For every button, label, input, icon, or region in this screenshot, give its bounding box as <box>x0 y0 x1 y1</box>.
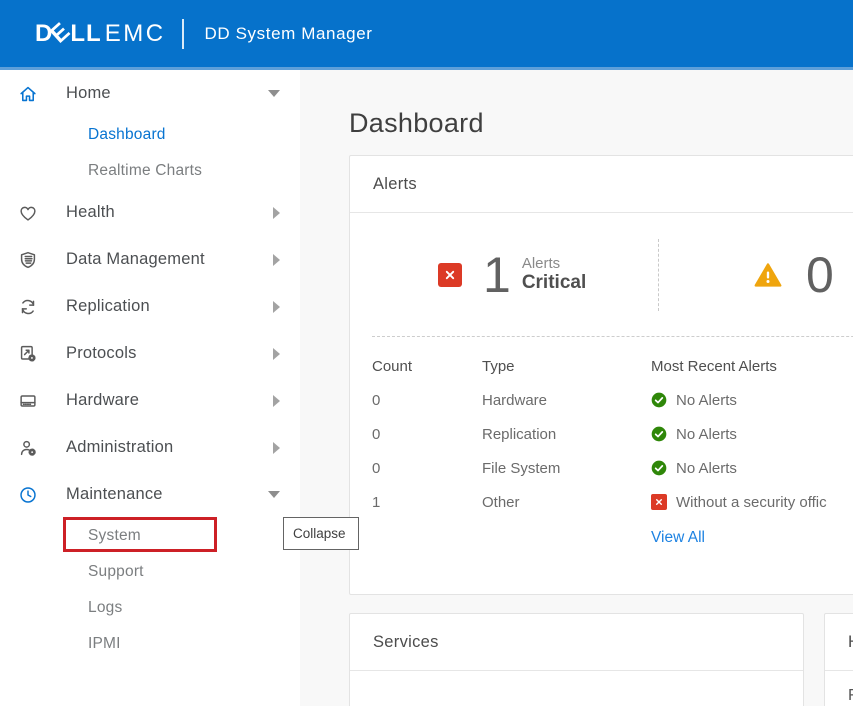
clock-icon <box>16 483 40 507</box>
sidebar-item-label: Data Management <box>66 250 205 268</box>
chevron-right-icon <box>273 394 280 407</box>
status-message: No Alerts <box>676 459 737 477</box>
table-cell-status: No Alerts <box>651 383 853 417</box>
sidebar-item-label: Replication <box>66 297 150 315</box>
services-panel-title: Services <box>350 614 803 671</box>
shield-icon <box>16 248 40 272</box>
table-cell-status: Without a security offic <box>651 485 853 519</box>
sidebar-item-support[interactable]: Support <box>0 554 300 590</box>
sidebar-subitem-label: Dashboard <box>88 126 166 143</box>
critical-label-line1: Alerts <box>521 254 561 272</box>
chevron-down-icon <box>268 90 280 97</box>
sidebar-subitem-label: Realtime Charts <box>88 162 203 179</box>
ok-status-icon <box>651 392 667 408</box>
collapse-tooltip: Collapse <box>283 517 359 550</box>
sidebar-item-realtime-charts[interactable]: Realtime Charts <box>0 153 300 189</box>
warning-alert-count: 0 <box>806 246 834 303</box>
sidebar-item-health[interactable]: Health <box>0 189 300 236</box>
page-title: Dashboard <box>349 108 484 138</box>
sidebar-item-system[interactable]: System <box>0 518 300 554</box>
sidebar-item-home[interactable]: Home <box>0 70 300 117</box>
main-content: Dashboard Alerts 1 Alerts Critical <box>300 70 853 706</box>
warning-alert-group: 0 <box>754 213 834 336</box>
chevron-right-icon <box>273 253 280 266</box>
critical-label-line2: Critical <box>521 272 587 294</box>
table-cell-count: 0 <box>372 391 381 409</box>
chevron-right-icon <box>273 441 280 454</box>
table-cell-count: 0 <box>372 459 381 477</box>
sidebar-item-label: Maintenance <box>66 485 163 503</box>
sidebar-item-dashboard[interactable]: Dashboard <box>0 117 300 153</box>
critical-alert-label: Alerts Critical <box>522 255 586 294</box>
chevron-down-icon <box>268 491 280 498</box>
alerts-summary: 1 Alerts Critical 0 <box>350 213 853 336</box>
services-panel: Services <box>349 613 804 706</box>
alerts-panel: Alerts 1 Alerts Critical <box>349 155 853 595</box>
document-gear-icon <box>16 342 40 366</box>
table-cell-type: Hardware <box>482 391 548 409</box>
drive-icon <box>16 389 40 413</box>
sidebar-item-hardware[interactable]: Hardware <box>0 377 300 424</box>
table-cell-type: File System <box>482 459 561 477</box>
clipped-right-panel: H F <box>824 613 853 706</box>
warning-icon <box>754 262 782 287</box>
status-message: No Alerts <box>676 425 737 443</box>
sidebar-item-label: Protocols <box>66 344 137 362</box>
status-message: No Alerts <box>676 391 737 409</box>
dell-emc-logo: DELL EMC <box>35 16 166 49</box>
sync-icon <box>16 295 40 319</box>
chevron-right-icon <box>273 206 280 219</box>
sidebar-subitem-label: Logs <box>88 599 123 616</box>
column-header-count: Count <box>372 357 413 375</box>
view-all-link[interactable]: View All <box>651 529 705 546</box>
ok-status-icon <box>651 426 667 442</box>
table-cell-count: 1 <box>372 493 381 511</box>
alerts-panel-title: Alerts <box>350 156 853 213</box>
sidebar-subitem-label: IPMI <box>88 635 121 652</box>
critical-status-icon <box>651 494 667 510</box>
critical-alert-count: 1 <box>483 246 511 303</box>
clipped-panel-title: H <box>825 614 853 671</box>
user-gear-icon <box>16 436 40 460</box>
table-cell-status: No Alerts <box>651 417 853 451</box>
sidebar-item-label: Home <box>66 84 111 102</box>
heart-icon <box>16 201 40 225</box>
sidebar-item-label: Administration <box>66 438 174 456</box>
alerts-table: Count Type Most Recent Alerts 0 Hardware… <box>350 337 853 519</box>
brand-dell: DELL <box>35 16 102 49</box>
top-bar: DELL EMC DD System Manager <box>0 0 853 70</box>
column-header-type: Type <box>482 357 515 375</box>
sidebar-item-label: Hardware <box>66 391 140 409</box>
status-message: Without a security offic <box>676 493 827 511</box>
ok-status-icon <box>651 460 667 476</box>
app-title: DD System Manager <box>204 23 373 43</box>
brand-emc: EMC <box>104 19 166 47</box>
sidebar-item-data-management[interactable]: Data Management <box>0 236 300 283</box>
column-header-recent: Most Recent Alerts <box>651 357 777 375</box>
summary-table-divider <box>372 336 853 337</box>
sidebar-item-ipmi[interactable]: IPMI <box>0 626 300 662</box>
sidebar-item-replication[interactable]: Replication <box>0 283 300 330</box>
table-cell-type: Replication <box>482 425 557 443</box>
sidebar-nav: Home Dashboard Realtime Charts Health <box>0 70 300 706</box>
sidebar-item-administration[interactable]: Administration <box>0 424 300 471</box>
sidebar-item-logs[interactable]: Logs <box>0 590 300 626</box>
chevron-right-icon <box>273 300 280 313</box>
table-cell-status: No Alerts <box>651 451 853 485</box>
table-cell-type: Other <box>482 493 520 511</box>
sidebar-item-maintenance[interactable]: Maintenance <box>0 471 300 518</box>
sidebar-item-protocols[interactable]: Protocols <box>0 330 300 377</box>
critical-alert-icon <box>438 262 462 287</box>
topbar-divider <box>181 18 184 49</box>
chevron-right-icon <box>273 347 280 360</box>
clipped-panel-row: F <box>848 687 853 704</box>
sidebar-item-label: Health <box>66 203 115 221</box>
sidebar-subitem-label: Support <box>88 563 144 580</box>
sidebar-subitem-label: System <box>88 527 141 544</box>
table-cell-count: 0 <box>372 425 381 443</box>
home-icon <box>16 82 40 106</box>
summary-divider <box>658 239 659 311</box>
